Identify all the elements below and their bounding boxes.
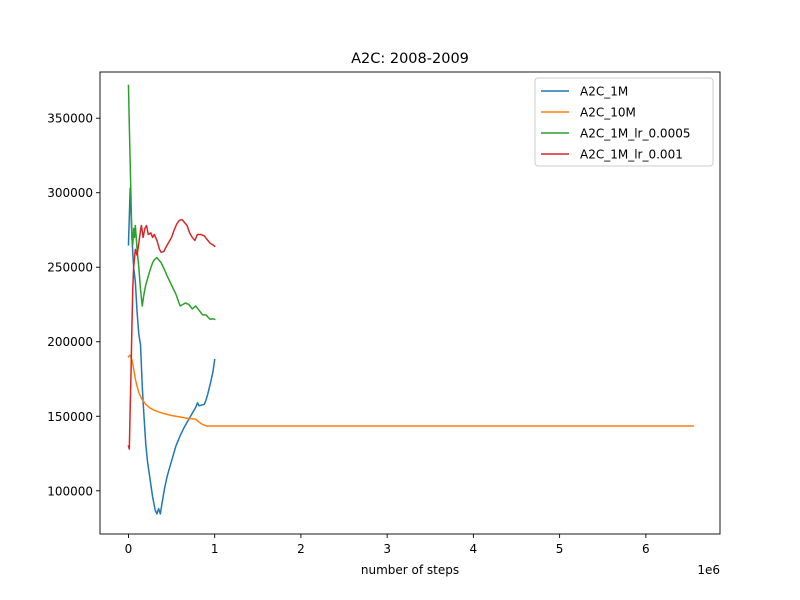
x-axis-label: number of steps (361, 563, 459, 577)
x-tick-label: 3 (383, 542, 391, 556)
legend-label-2: A2C_1M_lr_0.0005 (580, 127, 690, 141)
series-line-1 (127, 354, 695, 427)
x-axis: 0 1 2 3 4 5 6 (125, 534, 650, 556)
y-tick-label: 100000 (47, 484, 93, 498)
chart-title: A2C: 2008-2009 (351, 51, 469, 67)
x-tick-label: 1 (211, 542, 219, 556)
series-layer (127, 84, 695, 515)
x-tick-label: 2 (297, 542, 305, 556)
y-tick-label: 300000 (47, 186, 93, 200)
y-tick-label: 200000 (47, 335, 93, 349)
x-tick-label: 0 (125, 542, 133, 556)
legend: A2C_1M A2C_10M A2C_1M_lr_0.0005 A2C_1M_lr_0… (534, 77, 714, 167)
x-tick-label: 4 (470, 542, 478, 556)
x-axis-offset-label: 1e6 (697, 563, 720, 577)
y-tick-label: 250000 (47, 261, 93, 275)
plot-frame (99, 71, 721, 535)
legend-box (534, 77, 714, 167)
legend-label-3: A2C_1M_lr_0.001 (580, 148, 683, 162)
series-line-3 (127, 218, 216, 450)
series-line-2 (127, 84, 216, 321)
legend-label-1: A2C_10M (580, 106, 636, 120)
legend-label-0: A2C_1M (580, 85, 628, 99)
x-tick-label: 5 (556, 542, 564, 556)
y-tick-label: 350000 (47, 112, 93, 126)
series-line-0 (127, 187, 216, 515)
x-tick-label: 6 (642, 542, 650, 556)
y-axis: 100000 150000 200000 250000 300000 350000 (47, 112, 100, 498)
y-tick-label: 150000 (47, 410, 93, 424)
